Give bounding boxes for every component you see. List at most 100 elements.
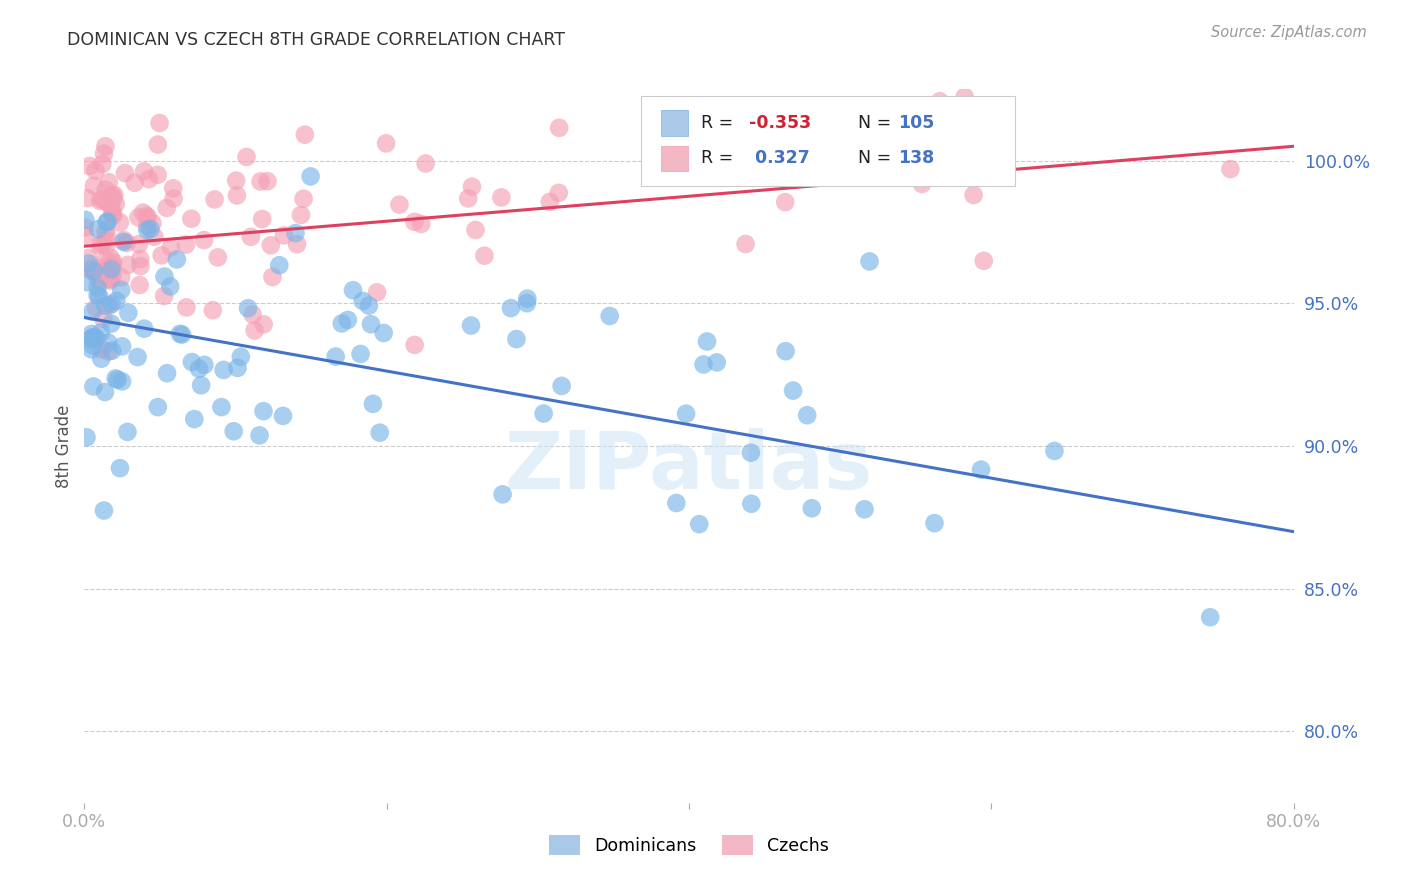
FancyBboxPatch shape — [641, 96, 1015, 186]
Point — [675, 407, 697, 421]
Point — [112, 235, 135, 249]
Point — [96, 239, 118, 253]
Legend: Dominicans, Czechs: Dominicans, Czechs — [541, 828, 837, 862]
Point — [190, 378, 212, 392]
Text: N =: N = — [858, 150, 897, 168]
Point — [207, 251, 229, 265]
Point — [253, 318, 276, 332]
Point — [96, 227, 118, 241]
Point — [299, 169, 322, 184]
Text: N =: N = — [858, 114, 897, 132]
Text: ZIPatlas: ZIPatlas — [505, 428, 873, 507]
Point — [256, 174, 278, 188]
Point — [136, 211, 159, 225]
Point — [93, 146, 115, 161]
Point — [249, 174, 271, 188]
Point — [242, 308, 264, 322]
Point — [94, 299, 117, 313]
Point — [153, 269, 176, 284]
Point — [111, 375, 134, 389]
Text: DOMINICAN VS CZECH 8TH GRADE CORRELATION CHART: DOMINICAN VS CZECH 8TH GRADE CORRELATION… — [67, 31, 565, 49]
Point — [373, 326, 395, 340]
Point — [361, 397, 384, 411]
Point — [404, 338, 426, 352]
Point — [84, 163, 107, 178]
Point — [375, 136, 398, 151]
Point — [388, 197, 411, 211]
Point — [93, 503, 115, 517]
Point — [112, 233, 135, 247]
Point — [461, 179, 484, 194]
Point — [740, 445, 762, 459]
Point — [696, 334, 718, 349]
Point — [94, 384, 117, 399]
Point — [105, 293, 128, 308]
Point — [349, 347, 371, 361]
Point — [150, 248, 173, 262]
Point — [146, 137, 169, 152]
Point — [938, 157, 960, 171]
Point — [599, 309, 621, 323]
Point — [688, 517, 710, 532]
Point — [953, 90, 976, 104]
Point — [548, 120, 571, 135]
Point — [1219, 162, 1241, 177]
Point — [98, 272, 121, 286]
Point — [82, 304, 104, 318]
Point — [290, 208, 312, 222]
Point — [90, 351, 112, 366]
Point — [159, 279, 181, 293]
Point — [516, 292, 538, 306]
Point — [101, 202, 124, 217]
Point — [91, 193, 114, 207]
Point — [853, 502, 876, 516]
Point — [924, 516, 946, 530]
Point — [134, 164, 156, 178]
Point — [103, 192, 125, 206]
Point — [928, 95, 950, 109]
Text: 105: 105 — [898, 114, 935, 132]
Point — [100, 317, 122, 331]
Point — [103, 255, 125, 269]
Point — [773, 195, 796, 210]
Point — [294, 128, 316, 142]
Point — [141, 216, 163, 230]
Point — [156, 201, 179, 215]
Point — [73, 220, 96, 235]
Point — [360, 317, 382, 331]
Point — [94, 183, 117, 197]
Point — [97, 214, 120, 228]
Point — [939, 122, 962, 136]
Point — [665, 496, 688, 510]
Point — [357, 299, 380, 313]
Point — [273, 228, 295, 243]
Point — [706, 355, 728, 369]
Point — [285, 237, 308, 252]
Point — [143, 230, 166, 244]
Point — [83, 178, 105, 193]
Point — [94, 233, 117, 247]
Point — [262, 269, 284, 284]
Point — [84, 331, 107, 345]
Point — [84, 301, 107, 315]
Point — [330, 317, 353, 331]
Point — [136, 223, 159, 237]
Point — [962, 188, 984, 202]
Point — [110, 283, 132, 297]
Point — [336, 313, 359, 327]
Point — [134, 321, 156, 335]
Point — [188, 361, 211, 376]
Point — [97, 299, 120, 313]
Point — [159, 240, 181, 254]
Point — [775, 344, 797, 359]
Point — [101, 207, 124, 221]
Point — [366, 285, 388, 300]
Point — [404, 215, 426, 229]
Point — [226, 188, 249, 202]
Point — [229, 350, 252, 364]
Point — [138, 172, 160, 186]
Point — [1043, 444, 1066, 458]
Point — [740, 497, 762, 511]
Point — [271, 409, 294, 423]
Point — [77, 256, 100, 270]
